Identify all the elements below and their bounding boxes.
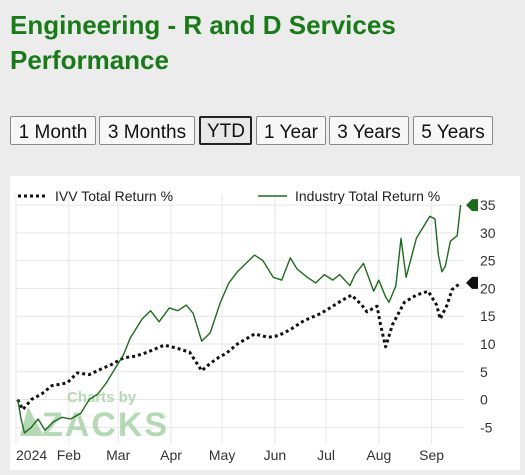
y-tick-label: 0 <box>480 392 488 408</box>
y-tick-label: 30 <box>480 225 496 241</box>
tab-3-months[interactable]: 3 Months <box>99 116 195 145</box>
watermark: Charts by ZACKS <box>20 389 169 444</box>
x-tick-label: Jul <box>317 447 335 463</box>
industry-end-marker <box>466 199 478 212</box>
x-tick-label: Jun <box>264 447 287 463</box>
y-tick-label: -5 <box>480 419 493 435</box>
x-tick-label: Apr <box>160 447 182 463</box>
x-tick-label: Feb <box>57 447 81 463</box>
x-tick-label: Aug <box>366 447 391 463</box>
grid-lines <box>15 194 464 444</box>
tab-1-year[interactable]: 1 Year <box>256 116 326 145</box>
legend: IVV Total Return % Industry Total Return… <box>18 188 440 204</box>
legend-label-ivv: IVV Total Return % <box>55 188 173 204</box>
watermark-line2: ZACKS <box>42 406 169 444</box>
legend-item-industry: Industry Total Return % <box>258 188 440 204</box>
industry-series-line <box>17 205 462 434</box>
zacks-logo-icon <box>20 407 44 436</box>
y-axis: -5 0 5 10 15 20 25 30 35 <box>480 197 496 435</box>
x-tick-label: May <box>209 447 235 463</box>
ivv-end-marker <box>466 276 478 289</box>
page-title: Engineering - R and D Services Performan… <box>10 8 515 78</box>
x-tick-label: 2024 <box>16 447 47 463</box>
y-tick-label: 20 <box>480 280 496 296</box>
tab-1-month[interactable]: 1 Month <box>10 116 96 145</box>
tab-3-years[interactable]: 3 Years <box>329 116 409 145</box>
tab-ytd[interactable]: YTD <box>199 116 252 145</box>
y-tick-label: 25 <box>480 253 496 269</box>
legend-item-ivv: IVV Total Return % <box>18 188 173 204</box>
x-tick-label: Mar <box>106 447 130 463</box>
watermark-line1: Charts by <box>67 389 137 406</box>
y-tick-label: 35 <box>480 197 496 213</box>
performance-chart: 2024 Feb Mar Apr May Jun Jul Aug Sep -5051015202… <box>15 188 496 463</box>
legend-label-industry: Industry Total Return % <box>295 188 440 204</box>
y-tick-label: 15 <box>480 308 496 324</box>
tab-5-years[interactable]: 5 Years <box>413 116 493 145</box>
y-tick-label: 5 <box>480 364 488 380</box>
page-title-line2: Performance <box>10 45 169 75</box>
y-tick-label: 10 <box>480 336 496 352</box>
end-markers <box>466 199 478 289</box>
x-tick-label: Sep <box>419 447 444 463</box>
series-layer <box>16 205 462 434</box>
chart-container: 2024 Feb Mar Apr May Jun Jul Aug Sep -5 0 5 10 15 20 2… <box>10 176 520 470</box>
page-title-line1: Engineering - R and D Services <box>10 10 396 40</box>
x-axis: 2024 Feb Mar Apr May Jun Jul Aug Sep <box>16 447 444 463</box>
